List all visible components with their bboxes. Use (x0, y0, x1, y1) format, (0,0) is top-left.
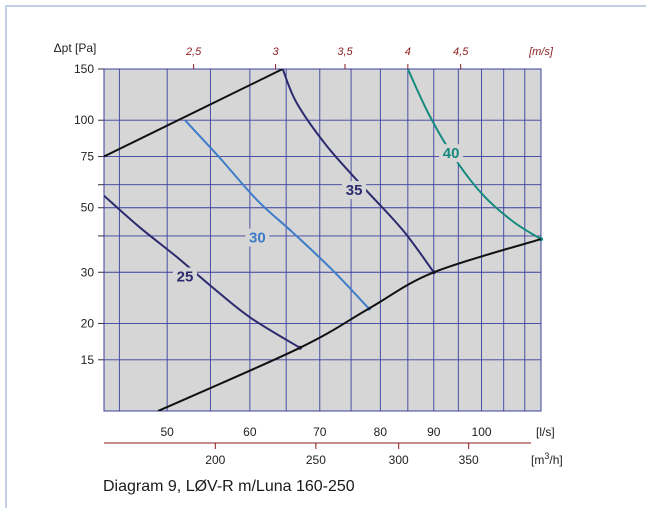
series-line-40 (406, 69, 541, 240)
m3h-tick-label: 200 (205, 453, 225, 467)
diagram-caption: Diagram 9, LØV-R m/Luna 160-250 (103, 478, 355, 495)
x-tick-label: 70 (313, 425, 327, 439)
system-line-4 (104, 69, 284, 158)
m3h-tick-label: 300 (389, 453, 409, 467)
y-tick-label: 50 (81, 201, 95, 215)
ms-tick-label: 2,5 (185, 46, 202, 58)
y-tick-label: 15 (81, 353, 95, 367)
ms-unit-label: [m/s] (528, 46, 554, 58)
series-line-35 (281, 69, 435, 273)
y-tick-label: 30 (81, 265, 95, 279)
x-tick-label: 80 (374, 425, 388, 439)
ms-tick-label: 4 (405, 46, 411, 58)
ms-tick-label: 3 (273, 46, 280, 58)
curve-label-bg (245, 228, 270, 247)
y-tick-label: 20 (81, 316, 95, 330)
curve-label-bg (439, 144, 464, 163)
series-line-30 (184, 119, 370, 310)
m3h-tick-label: 350 (459, 453, 479, 467)
ms-tick-label: 3,5 (337, 46, 353, 58)
m3h-tick-label: 250 (306, 453, 326, 467)
curve-label-30: 30 (249, 230, 266, 247)
ms-tick-label: 4,5 (453, 46, 469, 58)
x-unit-label: [l/s] (536, 425, 555, 439)
diagram-frame (5, 5, 646, 508)
curve-label-25: 25 (177, 269, 194, 286)
x-tick-label: 50 (160, 425, 174, 439)
y-tick-label: 100 (74, 113, 94, 127)
x-tick-label: 60 (243, 425, 257, 439)
curve-label-40: 40 (443, 145, 460, 162)
x-tick-label: 100 (472, 425, 492, 439)
y-tick-label: 150 (74, 62, 94, 76)
m3h-unit-label: [m3/h] (531, 451, 563, 467)
curve-label-bg (172, 267, 197, 286)
system-line-5 (157, 238, 541, 411)
x-tick-label: 90 (427, 425, 441, 439)
curve-label-35: 35 (346, 182, 363, 199)
y-tick-label: 75 (81, 150, 95, 164)
plot-area (104, 69, 541, 411)
curve-label-bg (342, 181, 367, 200)
y-axis-label: Δpt [Pa] (54, 41, 97, 55)
